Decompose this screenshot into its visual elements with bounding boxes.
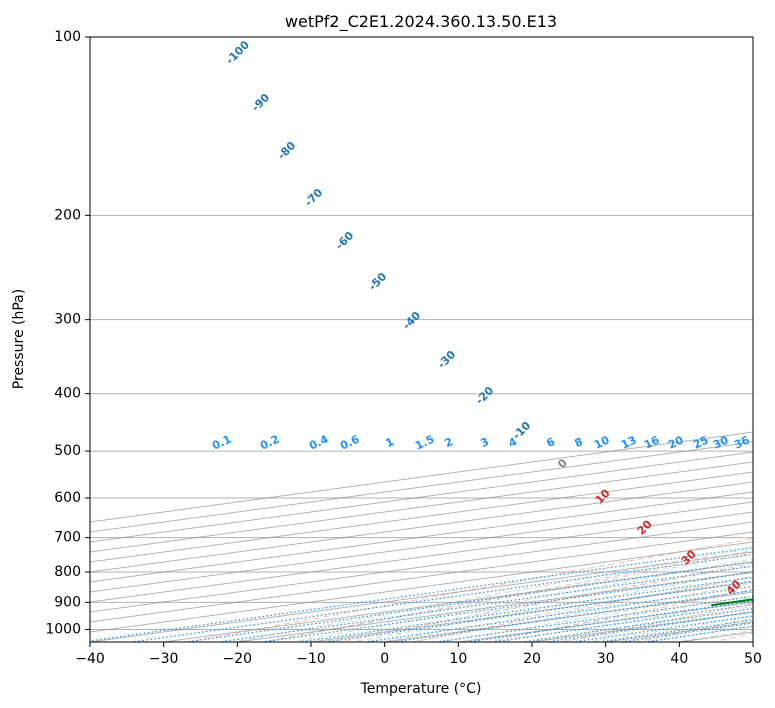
isotherm-label: -90	[249, 91, 272, 114]
y-axis: 100 200 300 400 500 600 700 800 900 1000	[45, 29, 90, 637]
mixing-ratio-line	[214, 565, 753, 642]
x-tick-label: 0	[380, 651, 389, 667]
x-axis-label: Temperature (°C)	[360, 681, 482, 697]
mixing-ratio-label: 0.4	[307, 432, 330, 452]
moist-adiabat	[437, 589, 753, 642]
series-layer	[711, 598, 753, 607]
plot-frame	[89, 36, 754, 643]
moist-adiabat	[348, 570, 753, 642]
mixing-ratio-label: 6	[545, 435, 558, 450]
y-axis-label: Pressure (hPa)	[11, 289, 27, 389]
moist-adiabat	[466, 595, 753, 642]
x-tick-label: 10	[449, 651, 467, 667]
x-tick-label: 30	[597, 651, 615, 667]
x-tick-label: −30	[149, 651, 179, 667]
isotherm-line	[90, 491, 753, 583]
mixing-ratio-label: 25	[691, 433, 710, 451]
y-tick-label: 300	[54, 312, 81, 328]
moist-adiabat	[674, 629, 753, 642]
isotherm-line	[90, 551, 753, 642]
mixing-ratio-label: 8	[573, 435, 585, 450]
dry-adiabat	[185, 538, 753, 642]
moist-adiabat	[289, 558, 753, 642]
x-tick-label: −10	[296, 651, 326, 667]
y-tick-label: 500	[54, 443, 81, 459]
line-labels: -100-90-80-70-60-50-40-30-20-10010203040…	[210, 38, 752, 598]
background-lines	[90, 37, 753, 642]
mixing-ratio-label: 13	[619, 433, 638, 451]
isotherm-line	[90, 541, 753, 633]
mixing-ratio-label: 2	[443, 435, 455, 450]
moist-adiabat	[644, 625, 753, 642]
isotherm-label: -40	[400, 309, 423, 332]
isotherm-line	[458, 601, 753, 642]
mixing-ratio-label: 16	[642, 433, 662, 451]
x-tick-label: −40	[75, 651, 105, 667]
moist-adiabat	[259, 552, 753, 642]
mixing-ratio-label: 0.6	[338, 432, 361, 452]
x-tick-label: 40	[670, 651, 688, 667]
dry-adiabat	[335, 562, 753, 642]
y-tick-label: 800	[54, 564, 81, 580]
chart-title: wetPf2_C2E1.2024.360.13.50.E13	[285, 12, 557, 32]
mixing-ratio-line	[541, 611, 753, 642]
x-tick-label: 50	[744, 651, 762, 667]
mixing-ratio-label: 20	[666, 433, 686, 451]
mixing-ratio-label: 0.2	[258, 433, 281, 453]
isotherm-label: -80	[275, 139, 298, 162]
isotherm-line	[90, 521, 753, 613]
moist-adiabat	[230, 547, 753, 642]
dewpoint-profile-line	[711, 598, 753, 607]
isotherm-label: -30	[435, 348, 458, 371]
isotherm-line	[90, 501, 753, 593]
isotherm-line	[384, 591, 753, 642]
mixing-ratio-line	[294, 576, 753, 642]
y-tick-label: 100	[54, 29, 81, 45]
isotherm-label: -60	[333, 229, 356, 252]
y-tick-label: 400	[54, 386, 81, 402]
mixing-ratio-label: 10	[592, 433, 612, 451]
isotherm-line	[90, 531, 753, 623]
isotherm-label: -70	[302, 186, 325, 209]
mixing-ratio-label: 36	[732, 433, 752, 451]
dry-adiabat	[410, 575, 753, 642]
isotherm-label: -100	[223, 38, 252, 67]
mixing-ratio-label: 0.1	[210, 433, 233, 453]
mixing-ratio-line	[258, 571, 753, 642]
mixing-ratio-line	[90, 546, 753, 642]
y-tick-label: 600	[54, 490, 81, 506]
moist-adiabat	[377, 576, 753, 642]
isotherm-line	[90, 511, 753, 603]
isotherm-line	[310, 581, 753, 642]
isotherm-label: -20	[473, 384, 496, 407]
moist-adiabat	[526, 605, 753, 642]
y-tick-label: 700	[54, 530, 81, 546]
mixing-ratio-line	[517, 608, 753, 642]
y-tick-label: 200	[54, 207, 81, 223]
mixing-ratio-line	[595, 619, 753, 642]
mixing-ratio-label: 3	[479, 435, 491, 450]
isotherm-label: 20	[635, 517, 655, 537]
moist-adiabat	[496, 600, 753, 642]
isotherm-label: -50	[366, 270, 389, 293]
isotherm-line	[90, 451, 753, 543]
isotherm-line	[531, 611, 753, 642]
x-axis: −40 −30 −20 −10 0 10 20 30 40 50	[75, 642, 762, 667]
mixing-ratio-label: 1.5	[413, 433, 436, 453]
x-tick-label: 20	[523, 651, 541, 667]
isotherm-line	[752, 641, 753, 642]
mixing-ratio-label: 1	[384, 435, 396, 450]
dry-adiabat	[260, 550, 753, 642]
isotherm-line	[90, 481, 753, 573]
mixing-ratio-label: 30	[711, 433, 731, 451]
y-tick-label: 900	[54, 594, 81, 610]
y-tick-label: 1000	[45, 621, 81, 637]
isotherm-line	[90, 471, 753, 563]
isotherm-line	[90, 461, 753, 553]
x-tick-label: −20	[223, 651, 253, 667]
